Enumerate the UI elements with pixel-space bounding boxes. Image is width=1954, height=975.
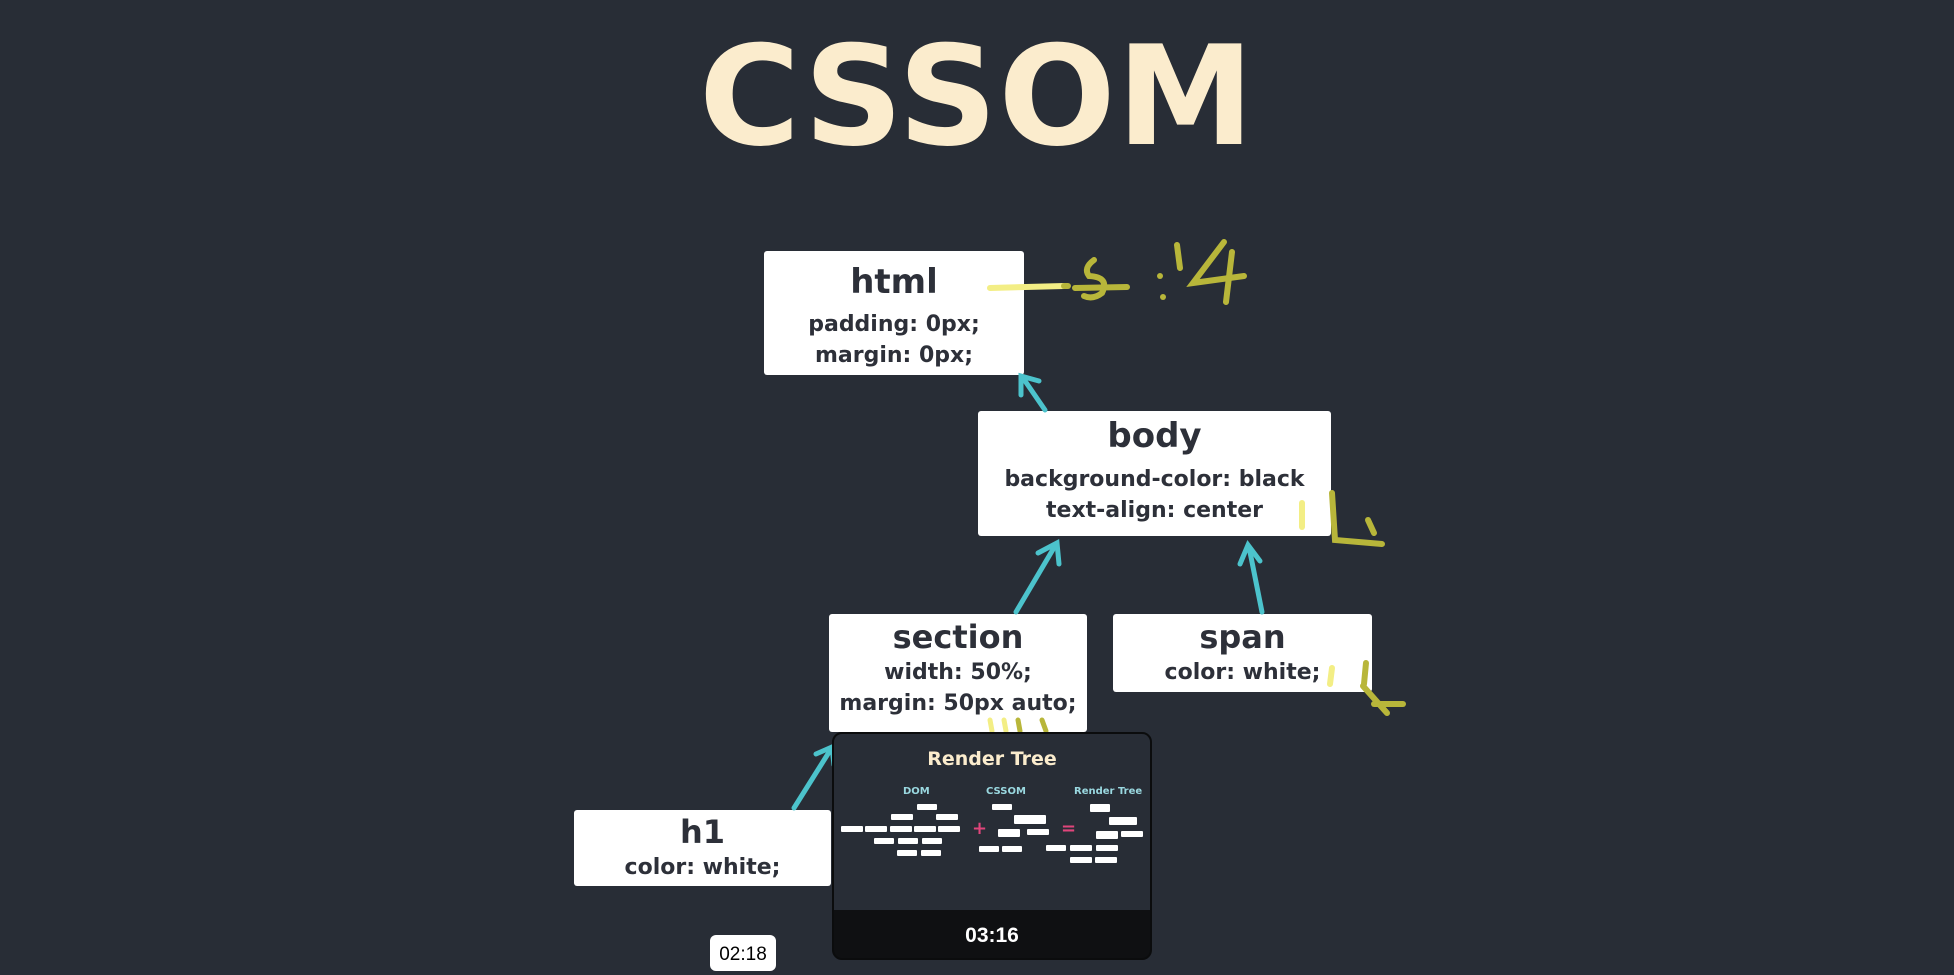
thumbnail-duration: 03:16 xyxy=(965,924,1019,947)
thumbnail-title: Render Tree xyxy=(927,748,1057,770)
node-property: text-align: center xyxy=(1046,498,1263,523)
node-name: section xyxy=(892,618,1024,656)
next-slide-preview[interactable]: Render Tree DOM CSSOM Render Tree + = xyxy=(832,732,1152,960)
thumbnail-column-cssom: CSSOM xyxy=(986,786,1026,797)
node-property: background-color: black xyxy=(1004,467,1305,492)
node-name: html xyxy=(850,262,938,302)
arrow-h1-to-section xyxy=(791,743,837,811)
arrow-span-to-body xyxy=(1237,540,1265,615)
cssom-node-h1: h1 color: white; xyxy=(574,810,831,886)
node-property: width: 50%; xyxy=(884,660,1032,685)
arrow-body-to-html xyxy=(1018,372,1048,413)
cssom-node-body: body background-color: black text-align:… xyxy=(978,411,1331,536)
cssom-node-span: span color: white; xyxy=(1113,614,1372,692)
thumbnail-plus-sign: + xyxy=(972,818,988,839)
thumbnail-column-dom: DOM xyxy=(903,786,930,797)
node-property: margin: 50px auto; xyxy=(839,691,1077,716)
node-property: color: white; xyxy=(624,855,781,880)
node-name: body xyxy=(1107,416,1202,456)
node-property: margin: 0px; xyxy=(814,343,974,368)
current-time-badge: 02:18 xyxy=(710,935,776,971)
node-property: color: white; xyxy=(1164,660,1321,685)
slide-title: CSSOM xyxy=(698,16,1256,177)
node-property: padding: 0px; xyxy=(808,312,980,337)
cssom-node-html: html padding: 0px; margin: 0px; xyxy=(764,251,1024,375)
node-name: h1 xyxy=(679,813,726,851)
arrow-section-to-body xyxy=(1013,539,1062,615)
node-name: span xyxy=(1199,618,1286,656)
thumbnail-slide: Render Tree DOM CSSOM Render Tree + = xyxy=(834,734,1150,910)
thumbnail-column-render-tree: Render Tree xyxy=(1074,786,1143,797)
thumbnail-equals-sign: = xyxy=(1061,818,1077,839)
cssom-node-section: section width: 50%; margin: 50px auto; xyxy=(829,614,1087,732)
